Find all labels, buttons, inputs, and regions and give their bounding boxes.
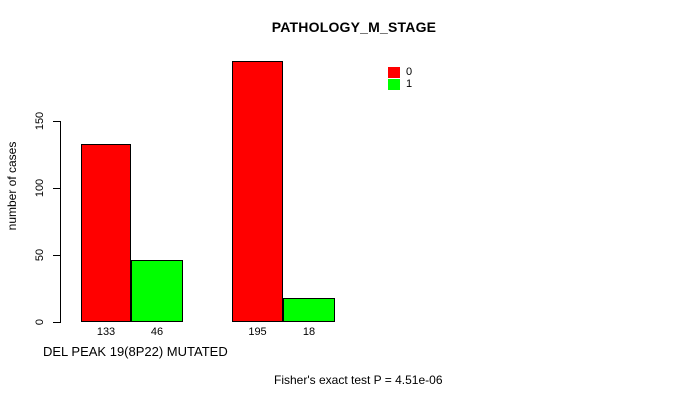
y-axis-line <box>60 121 61 323</box>
y-tick-label: 150 <box>34 111 46 131</box>
bar-value-label: 195 <box>248 326 267 338</box>
bar-series1-group1 <box>131 260 183 322</box>
legend-swatch-green <box>388 78 400 90</box>
bar-value-label: 46 <box>150 326 164 338</box>
legend-label: 0 <box>406 65 413 78</box>
y-tick-label: 50 <box>34 248 46 262</box>
y-tick-label: 100 <box>34 178 46 198</box>
y-tick-label: 0 <box>34 318 46 326</box>
legend-entry-0: 0 <box>388 66 412 78</box>
bar-value-label: 133 <box>96 326 116 338</box>
legend: 0 1 <box>388 66 412 90</box>
bar-value-label: 18 <box>302 326 316 338</box>
x-axis-label: DEL PEAK 19(8P22) MUTATED <box>43 344 228 359</box>
legend-label: 1 <box>406 77 413 90</box>
chart-title: PATHOLOGY_M_STAGE <box>271 19 437 35</box>
legend-entry-1: 1 <box>388 78 412 90</box>
y-tick-mark <box>53 255 60 256</box>
y-tick-mark <box>53 188 60 189</box>
y-tick-mark <box>53 322 60 323</box>
y-axis-label: number of cases <box>5 141 19 231</box>
bar-series0-group2 <box>232 61 283 322</box>
legend-swatch-red <box>388 66 400 78</box>
bar-series1-group2 <box>283 298 335 322</box>
bar-series0-group1 <box>81 144 131 322</box>
stat-annotation: Fisher's exact test P = 4.51e-06 <box>274 373 443 387</box>
y-tick-mark <box>53 121 60 122</box>
